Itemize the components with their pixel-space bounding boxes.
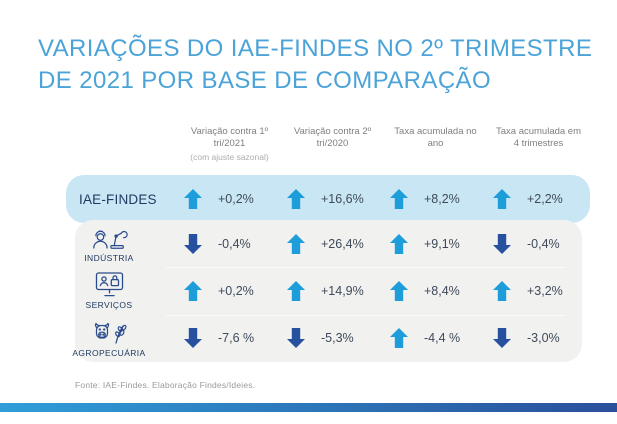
cell-value: -0,4% — [527, 236, 560, 251]
cell-value: -4,4 % — [424, 331, 461, 346]
row-header: AGROPECUÁRIA — [66, 319, 178, 358]
column-header-label: Taxa acumulada em 4 trimestres — [495, 126, 582, 150]
table-cell: +2,2% — [487, 189, 590, 209]
table-cell: +3,2% — [487, 280, 590, 301]
table-cell: +16,6% — [281, 189, 384, 209]
table-row-agropecuaria: AGROPECUÁRIA -7,6 % -5,3% -4,4 % -3,0% — [66, 314, 590, 362]
cell-value: +8,4% — [424, 283, 460, 298]
table-cell: +14,9% — [281, 280, 384, 301]
cell-value: +0,2% — [218, 192, 254, 206]
agriculture-icon — [91, 319, 128, 346]
cell-value: -3,0% — [527, 331, 560, 346]
column-headers: Variação contra 1º tri/2021 (com ajuste … — [178, 126, 590, 163]
row-header: IAE-FINDES — [66, 192, 178, 207]
row-label: IAE-FINDES — [79, 191, 157, 207]
column-header-note: (com ajuste sazonal) — [190, 151, 269, 162]
cell-value: -0,4% — [218, 236, 251, 251]
up-arrow-icon — [287, 233, 305, 254]
sector-rows-band: INDÚSTRIA -0,4% +26,4% +9,1% -0,4% — [72, 220, 582, 362]
cell-value: -7,6 % — [218, 331, 255, 346]
bottom-accent-bar — [0, 403, 617, 412]
cell-value: +0,2% — [218, 283, 254, 298]
column-header-3: Taxa acumulada no ano — [384, 126, 487, 163]
source-note: Fonte: IAE-Findes. Elaboração Findes/Ide… — [75, 380, 256, 390]
table-cell: -3,0% — [487, 328, 590, 349]
up-arrow-icon — [287, 280, 305, 301]
table-cell: -5,3% — [281, 328, 384, 349]
up-arrow-icon — [493, 189, 511, 209]
down-arrow-icon — [184, 328, 202, 349]
row-header: SERVIÇOS — [66, 271, 178, 310]
table-row-iae-findes: IAE-FINDES +0,2% +16,6% +8,2% +2,2% — [66, 175, 590, 223]
table-cell: +0,2% — [178, 280, 281, 301]
column-header-label: Taxa acumulada no ano — [394, 126, 477, 150]
cell-value: +26,4% — [321, 236, 364, 251]
table-row-industria: INDÚSTRIA -0,4% +26,4% +9,1% -0,4% — [66, 220, 590, 267]
column-header-label: Variação contra 1º tri/2021 — [190, 126, 269, 150]
up-arrow-icon — [493, 280, 511, 301]
table-cell: +8,2% — [384, 189, 487, 209]
down-arrow-icon — [493, 328, 511, 349]
down-arrow-icon — [493, 233, 511, 254]
cell-value: +8,2% — [424, 192, 460, 206]
industry-icon — [90, 224, 128, 251]
up-arrow-icon — [390, 189, 408, 209]
table-cell: +26,4% — [281, 233, 384, 254]
up-arrow-icon — [390, 280, 408, 301]
highlight-band: IAE-FINDES +0,2% +16,6% +8,2% +2,2% — [66, 175, 590, 223]
table-cell: -0,4% — [487, 233, 590, 254]
table-cell: +0,2% — [178, 189, 281, 209]
cell-value: +3,2% — [527, 283, 563, 298]
column-header-2: Variação contra 2º tri/2020 — [281, 126, 384, 163]
row-header: INDÚSTRIA — [66, 224, 178, 263]
table-cell: +9,1% — [384, 233, 487, 254]
column-header-1: Variação contra 1º tri/2021 (com ajuste … — [178, 126, 281, 163]
table-cell: -4,4 % — [384, 328, 487, 349]
up-arrow-icon — [390, 233, 408, 254]
down-arrow-icon — [287, 328, 305, 349]
table-cell: +8,4% — [384, 280, 487, 301]
table-cell: -0,4% — [178, 233, 281, 254]
cell-value: +14,9% — [321, 283, 364, 298]
cell-value: -5,3% — [321, 331, 354, 346]
table-cell: -7,6 % — [178, 328, 281, 349]
up-arrow-icon — [287, 189, 305, 209]
cell-value: +2,2% — [527, 192, 563, 206]
table-row-servicos: SERVIÇOS +0,2% +14,9% +8,4% +3,2% — [66, 267, 590, 314]
up-arrow-icon — [184, 280, 202, 301]
up-arrow-icon — [390, 328, 408, 349]
row-label: AGROPECUÁRIA — [72, 347, 146, 358]
cell-value: +16,6% — [321, 192, 364, 206]
up-arrow-icon — [184, 189, 202, 209]
page-title: VARIAÇÕES DO IAE-FINDES NO 2º TRIMESTRE … — [38, 35, 593, 94]
row-label: SERVIÇOS — [85, 300, 133, 311]
down-arrow-icon — [184, 233, 202, 254]
services-icon — [94, 271, 125, 298]
column-header-label: Variação contra 2º tri/2020 — [293, 126, 372, 150]
column-header-4: Taxa acumulada em 4 trimestres — [487, 126, 590, 163]
cell-value: +9,1% — [424, 236, 460, 251]
row-label: INDÚSTRIA — [84, 253, 134, 264]
